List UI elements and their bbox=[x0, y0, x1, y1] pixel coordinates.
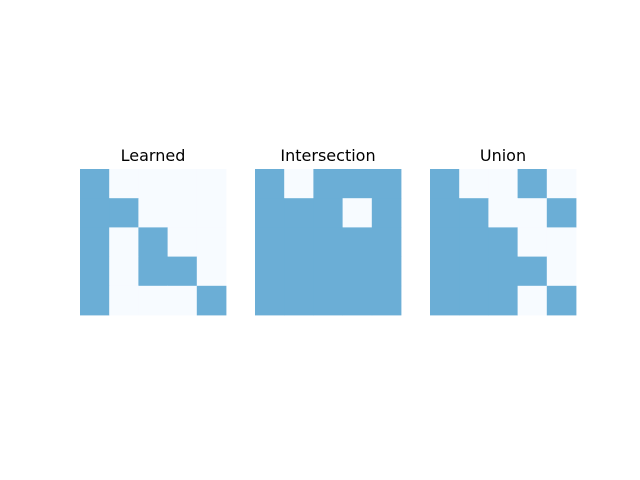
heatmap-cell bbox=[255, 256, 285, 287]
heatmap-cell bbox=[371, 285, 402, 316]
heatmap-cell bbox=[430, 285, 460, 316]
heatmap-cell bbox=[284, 169, 314, 199]
heatmap-cell bbox=[80, 169, 110, 199]
heatmap-learned bbox=[80, 169, 227, 316]
panel-union: Union bbox=[430, 146, 577, 316]
heatmap-cell bbox=[342, 169, 373, 199]
heatmap-cell bbox=[517, 227, 548, 257]
heatmap-cell bbox=[167, 169, 198, 199]
heatmap-cell bbox=[459, 285, 489, 316]
heatmap-cell bbox=[517, 285, 548, 316]
heatmap-cell bbox=[342, 256, 373, 287]
heatmap-cell bbox=[430, 198, 460, 228]
heatmap-cell bbox=[196, 198, 227, 228]
heatmap-cell bbox=[313, 227, 343, 257]
heatmap-cell bbox=[488, 169, 518, 199]
heatmap-cell bbox=[488, 198, 518, 228]
heatmap-cell bbox=[342, 285, 373, 316]
heatmap-cell bbox=[517, 256, 548, 287]
heatmap-cell bbox=[196, 169, 227, 199]
heatmap-cell bbox=[488, 256, 518, 287]
heatmap-cell bbox=[80, 256, 110, 287]
heatmap-cell bbox=[196, 256, 227, 287]
heatmap-cell bbox=[284, 227, 314, 257]
heatmap-cell bbox=[430, 256, 460, 287]
heatmap-cell bbox=[430, 227, 460, 257]
heatmap-cell bbox=[109, 285, 139, 316]
heatmap-cell bbox=[138, 198, 168, 228]
heatmap-cell bbox=[371, 198, 402, 228]
heatmap-cell bbox=[313, 169, 343, 199]
heatmap-cell bbox=[517, 169, 548, 199]
panel-title-union: Union bbox=[480, 146, 526, 165]
panel-intersection: Intersection bbox=[255, 146, 402, 316]
heatmap-cell bbox=[459, 256, 489, 287]
heatmap-cell bbox=[80, 285, 110, 316]
heatmap-cell bbox=[313, 285, 343, 316]
heatmap-cell bbox=[488, 285, 518, 316]
heatmap-cell bbox=[109, 227, 139, 257]
heatmap-cell bbox=[546, 169, 577, 199]
heatmap-cell bbox=[371, 227, 402, 257]
heatmap-cell bbox=[313, 256, 343, 287]
heatmap-cell bbox=[255, 285, 285, 316]
heatmap-cell bbox=[196, 227, 227, 257]
heatmap-cell bbox=[342, 198, 373, 228]
heatmap-cell bbox=[459, 169, 489, 199]
heatmap-cell bbox=[80, 198, 110, 228]
heatmap-cell bbox=[284, 198, 314, 228]
heatmap-cell bbox=[459, 198, 489, 228]
heatmap-cell bbox=[138, 285, 168, 316]
heatmap-cell bbox=[255, 169, 285, 199]
heatmap-cell bbox=[430, 169, 460, 199]
heatmap-cell bbox=[313, 198, 343, 228]
heatmap-cell bbox=[167, 198, 198, 228]
heatmap-cell bbox=[488, 227, 518, 257]
panel-learned: Learned bbox=[80, 146, 227, 316]
heatmap-cell bbox=[546, 227, 577, 257]
heatmap-cell bbox=[371, 256, 402, 287]
heatmap-cell bbox=[371, 169, 402, 199]
heatmap-cell bbox=[255, 198, 285, 228]
heatmap-intersection bbox=[255, 169, 402, 316]
heatmap-cell bbox=[167, 227, 198, 257]
panel-title-learned: Learned bbox=[121, 146, 186, 165]
heatmap-cell bbox=[255, 227, 285, 257]
heatmap-cell bbox=[342, 227, 373, 257]
heatmap-cell bbox=[167, 256, 198, 287]
heatmap-union bbox=[430, 169, 577, 316]
heatmap-cell bbox=[546, 198, 577, 228]
heatmap-cell bbox=[80, 227, 110, 257]
heatmap-cell bbox=[196, 285, 227, 316]
heatmap-cell bbox=[138, 256, 168, 287]
heatmap-cell bbox=[109, 256, 139, 287]
heatmap-cell bbox=[138, 169, 168, 199]
heatmap-cell bbox=[284, 256, 314, 287]
heatmap-cell bbox=[284, 285, 314, 316]
heatmap-cell bbox=[546, 285, 577, 316]
heatmap-cell bbox=[109, 198, 139, 228]
heatmap-cell bbox=[459, 227, 489, 257]
heatmap-cell bbox=[138, 227, 168, 257]
heatmap-cell bbox=[546, 256, 577, 287]
heatmap-cell bbox=[517, 198, 548, 228]
heatmap-cell bbox=[109, 169, 139, 199]
heatmap-cell bbox=[167, 285, 198, 316]
panel-title-intersection: Intersection bbox=[280, 146, 375, 165]
